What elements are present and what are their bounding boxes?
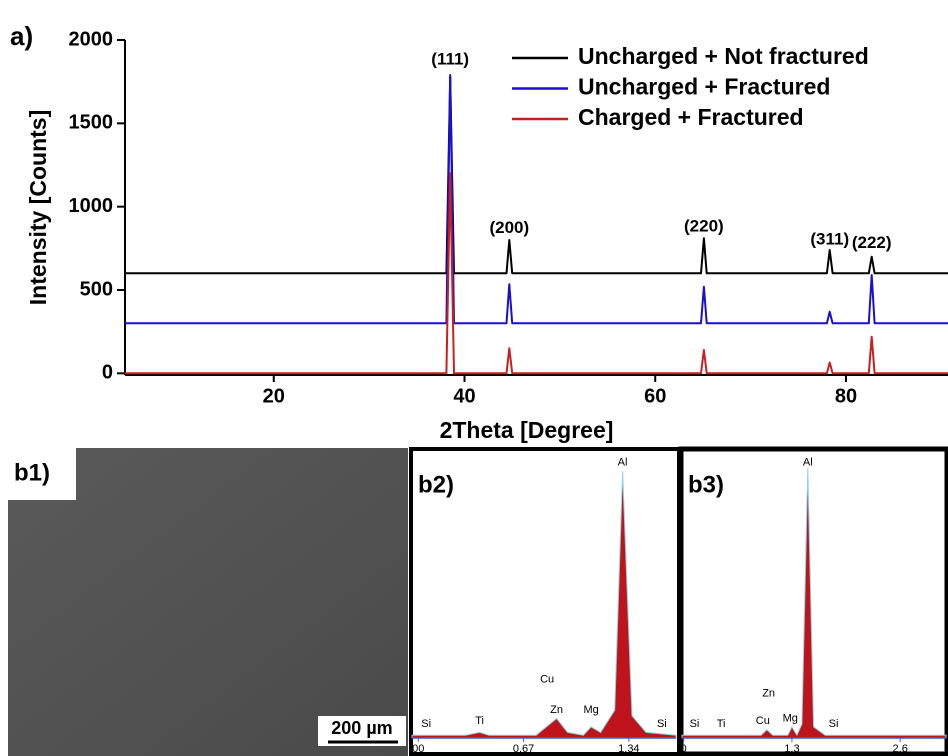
element-label: Si: [421, 718, 431, 730]
x-tick-label: 0: [681, 743, 687, 755]
spectrum-area: [682, 468, 946, 738]
y-tick-label: 2000: [69, 28, 114, 50]
peak-label: (111): [431, 49, 469, 68]
element-label: Mg: [783, 712, 798, 724]
element-label: Al: [803, 457, 813, 469]
y-axis-label: Intensity [Counts]: [25, 110, 51, 306]
peak-label: (220): [684, 217, 724, 236]
y-tick-label: 1000: [69, 195, 114, 217]
panel-label: b1): [14, 459, 50, 486]
x-tick-label: 60: [644, 385, 666, 407]
y-tick-label: 1500: [69, 112, 114, 134]
element-label: Si: [657, 718, 667, 730]
figure: b1) 200 µm a) 0 500 1000 1500 2000 20 40 60 80 2Th…: [0, 0, 948, 756]
x-axis-label: 2Theta [Degree]: [440, 417, 614, 443]
legend-label: Uncharged + Not fractured: [578, 43, 869, 69]
y-tick-label: 500: [80, 278, 113, 300]
peak-label: (311): [810, 229, 849, 248]
element-label: Zn: [762, 687, 775, 699]
x-tick-label: 00: [412, 743, 424, 755]
x-tick-label: 20: [263, 385, 285, 407]
element-label: Mg: [584, 704, 599, 716]
x-tick-label: 1.3: [784, 743, 799, 755]
panel-label: b2): [418, 471, 454, 498]
panel-label: a): [10, 21, 33, 51]
element-label: Cu: [756, 715, 770, 727]
peak-label: (222): [852, 233, 892, 252]
element-label: Ti: [717, 718, 726, 730]
x-tick-label: 80: [835, 385, 857, 407]
x-tick-label: 2.6: [893, 743, 908, 755]
legend-label: Charged + Fractured: [578, 104, 804, 130]
panel-label: b3): [688, 471, 724, 498]
element-label: Cu: [540, 674, 554, 686]
element-label: Al: [618, 457, 628, 469]
x-tick-label: 0.67: [513, 743, 534, 755]
x-tick-label: 40: [453, 385, 475, 407]
element-label: Zn: [550, 704, 563, 716]
peak-label: (200): [489, 218, 529, 237]
element-label: Ti: [475, 715, 484, 727]
spectrum-area: [412, 471, 676, 738]
series-line: [125, 75, 948, 323]
page: b1) 200 µm a) 0 500 1000 1500 2000 20 40 60 80 2Th…: [0, 0, 948, 756]
legend-label: Uncharged + Fractured: [578, 74, 830, 100]
y-tick-label: 0: [102, 362, 113, 384]
x-tick-label: 1.34: [618, 743, 639, 755]
scale-bar-label: 200 µm: [331, 718, 392, 738]
element-label: Si: [829, 718, 839, 730]
element-label: Si: [690, 718, 700, 730]
